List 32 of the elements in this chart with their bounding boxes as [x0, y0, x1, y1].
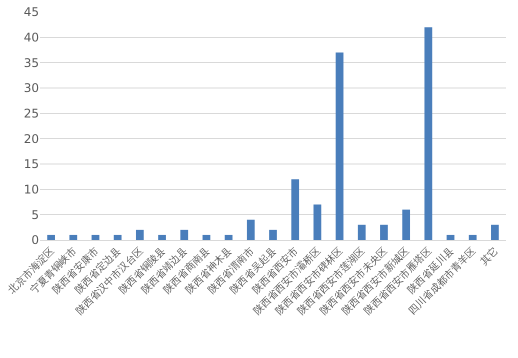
bar: [180, 230, 188, 240]
bar: [69, 234, 78, 240]
bar: [92, 234, 100, 240]
bar: [47, 234, 55, 240]
bar: [380, 224, 388, 240]
bar: [314, 204, 322, 240]
y-tick-label: 35: [24, 56, 39, 70]
y-tick-label: 5: [31, 208, 39, 222]
y-tick-label: 30: [24, 81, 39, 96]
bar: [291, 179, 300, 240]
bar: [424, 27, 432, 240]
bar: [402, 210, 410, 240]
bar: [246, 220, 255, 240]
bar: [114, 234, 122, 240]
y-tick-label: 10: [24, 182, 39, 197]
bar: [136, 230, 144, 240]
bar: [202, 234, 210, 240]
bar: [336, 52, 344, 240]
y-tick-label: 0: [31, 233, 39, 248]
y-tick-label: 20: [24, 132, 39, 146]
bar: [224, 234, 232, 240]
bar: [446, 234, 454, 240]
y-tick-label: 40: [24, 30, 39, 45]
x-tick-label: 其它: [478, 245, 501, 268]
y-tick-label: 15: [24, 157, 39, 172]
bar: [269, 230, 277, 240]
bar: [358, 224, 366, 240]
bar: [158, 234, 166, 240]
bar: [491, 224, 499, 240]
y-tick-label: 25: [24, 106, 39, 121]
y-tick-label: 45: [24, 5, 39, 20]
bar: [468, 234, 477, 240]
